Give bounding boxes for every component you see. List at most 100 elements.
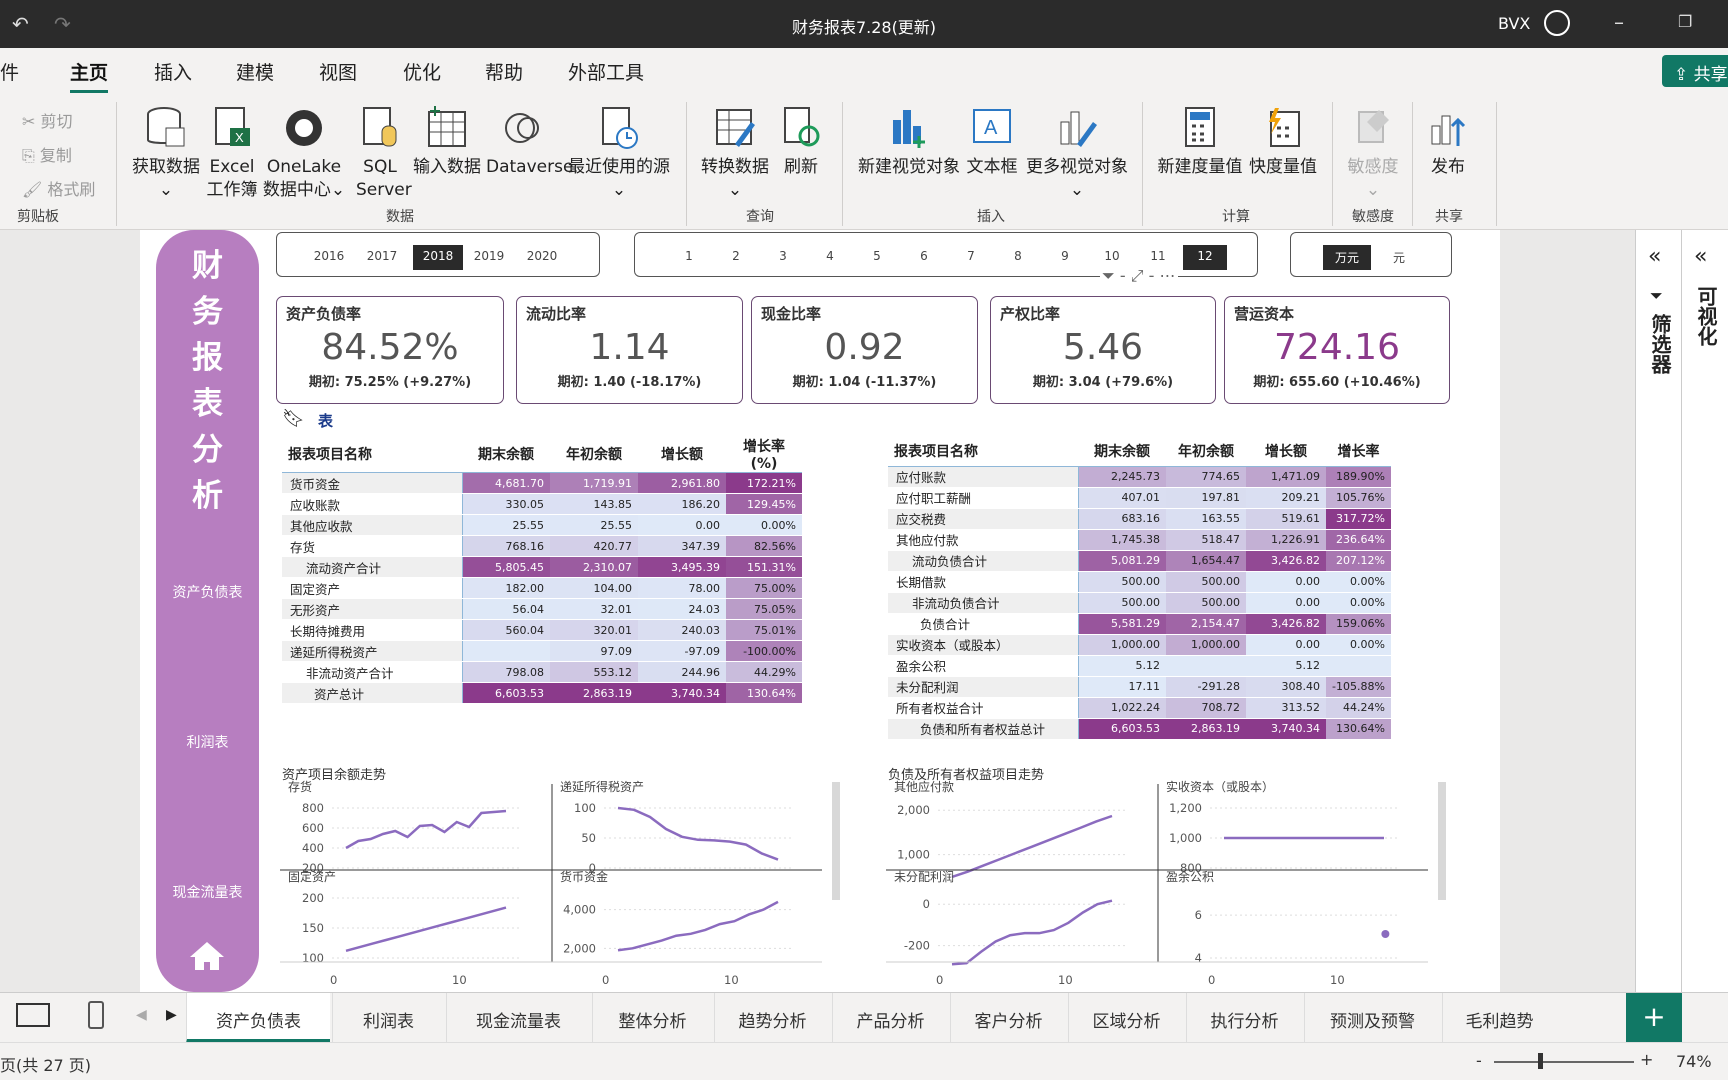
table-row[interactable]: 递延所得税资产 97.09 -97.09 -100.00% [282,640,802,662]
month-option[interactable]: 6 [920,249,928,263]
month-option[interactable]: 11 [1150,249,1166,263]
column-header[interactable]: 期末余额 [1078,436,1166,467]
mobile-view-icon[interactable] [88,1001,104,1029]
copy-button[interactable]: ⎘ 复制 [22,146,72,165]
menu-external-tools[interactable]: 外部工具 [568,62,645,84]
column-header[interactable]: 增长额 [1246,436,1326,467]
month-option[interactable]: 9 [1061,249,1069,263]
month-option[interactable]: 1 [685,249,693,263]
menu-view[interactable]: 视图 [319,62,358,84]
table-row[interactable]: 未分配利润 17.11 -291.28 308.40 -105.88% [888,676,1391,698]
table-row[interactable]: 长期借款 500.00 500.00 0.00 0.00% [888,571,1391,593]
unit-option-selected[interactable]: 万元 [1323,245,1371,270]
zoom-slider[interactable] [1494,1061,1634,1063]
nav-cash-flow[interactable]: 现金流量表 [172,885,243,901]
publish-button[interactable]: 发布 [1420,106,1476,179]
nav-balance-sheet[interactable]: 资产负债表 [172,585,243,601]
refresh-button[interactable]: 刷新 [776,106,826,179]
table-row[interactable]: 流动负债合计 5,081.29 1,654.47 3,426.82 207.12% [888,550,1391,572]
column-header[interactable]: 报表项目名称 [888,436,1078,467]
page-tab[interactable]: 产品分析 [832,993,948,1043]
menu-file[interactable]: 件 [0,62,20,84]
month-option[interactable]: 3 [779,249,787,263]
column-header[interactable]: 期末余额 [462,436,550,473]
month-option[interactable]: 4 [826,249,834,263]
table-row[interactable]: 应付职工薪酬 407.01 197.81 209.21 105.76% [888,487,1391,509]
page-tab[interactable]: 趋势分析 [714,993,830,1043]
page-tab[interactable]: 利润表 [332,993,444,1043]
column-header[interactable]: 年初余额 [1166,436,1246,467]
onelake-button[interactable]: OneLake 数据中心⌄ [262,106,346,202]
new-visual-button[interactable]: 新建视觉对象 [854,106,964,179]
quick-measure-button[interactable]: 快度量值 [1248,106,1318,179]
page-tab[interactable]: 现金流量表 [446,993,590,1043]
year-option[interactable]: 2016 [313,249,345,263]
undo-icon[interactable]: ↶ [12,12,29,36]
page-tab[interactable]: 预测及预警 [1304,993,1440,1043]
format-painter-button[interactable]: 🖌 格式刷 [22,180,96,199]
table-row[interactable]: 固定资产 182.00 104.00 78.00 75.00% [282,577,802,599]
scrollbar[interactable] [1438,782,1446,900]
bookmark-icon[interactable]: 🔖︎ [282,408,305,429]
avatar-icon[interactable] [1544,10,1570,36]
nav-income-statement[interactable]: 利润表 [186,735,229,751]
add-page-button[interactable]: + [1626,993,1682,1043]
table-row[interactable]: 应收账款 330.05 143.85 186.20 129.45% [282,493,802,515]
menu-insert[interactable]: 插入 [154,62,193,84]
table-row[interactable]: 其他应付款 1,745.38 518.47 1,226.91 236.64% [888,529,1391,551]
table-row[interactable]: 非流动负债合计 500.00 500.00 0.00 0.00% [888,592,1391,614]
excel-button[interactable]: X Excel 工作簿 [204,106,260,202]
share-button[interactable]: ⇪ 共享 [1662,55,1728,87]
table-row[interactable]: 应付账款 2,245.73 774.65 1,471.09 189.90% [888,466,1391,488]
table-row[interactable]: 所有者权益合计 1,022.24 708.72 313.52 44.24% [888,697,1391,719]
menu-help[interactable]: 帮助 [485,62,524,84]
page-tab[interactable]: 客户分析 [950,993,1066,1043]
redo-icon[interactable]: ↷ [54,12,71,36]
table-row[interactable]: 长期待摊费用 560.04 320.01 240.03 75.01% [282,619,802,641]
column-header[interactable]: 报表项目名称 [282,436,462,473]
page-tab[interactable]: 区域分析 [1068,993,1184,1043]
month-option[interactable]: 10 [1104,249,1120,263]
table-row[interactable]: 负债合计 5,581.29 2,154.47 3,426.82 159.06% [888,613,1391,635]
sensitivity-button[interactable]: 敏感度 ⌄ [1342,106,1404,202]
home-icon[interactable] [188,940,226,976]
column-header[interactable]: 增长额 [638,436,726,473]
table-row[interactable]: 无形资产 56.04 32.01 24.03 75.05% [282,598,802,620]
tab-next-icon[interactable]: ▶ [166,1007,177,1023]
filter-pane[interactable]: « ⏷ 筛选器 [1635,230,1681,992]
month-option[interactable]: 2 [732,249,740,263]
table-row[interactable]: 实收资本（或股本） 1,000.00 1,000.00 0.00 0.00% [888,634,1391,656]
menu-optimize[interactable]: 优化 [403,62,442,84]
textbox-button[interactable]: A 文本框 [964,106,1020,179]
sql-server-button[interactable]: SQL Server [356,106,412,202]
more-visuals-button[interactable]: 更多视觉对象 ⌄ [1022,106,1132,202]
menu-modeling[interactable]: 建模 [236,62,275,84]
unit-option[interactable]: 元 [1392,251,1405,265]
table-row[interactable]: 盈余公积 5.12 5.12 [888,655,1391,677]
transform-data-button[interactable]: 转换数据 ⌄ [696,106,774,202]
menu-home[interactable]: 主页 [70,58,109,93]
month-option[interactable]: 7 [967,249,975,263]
visualizations-pane[interactable]: « 可视化 [1681,230,1728,992]
cut-button[interactable]: ✂ 剪切 [22,112,73,131]
table-row[interactable]: 存货 768.16 420.77 347.39 82.56% [282,535,802,557]
page-tab[interactable]: 资产负债表 [186,993,330,1043]
table-row[interactable]: 其他应收款 25.55 25.55 0.00 0.00% [282,514,802,536]
dataverse-button[interactable]: Dataverse [486,106,573,179]
table-row[interactable]: 应交税费 683.16 163.55 519.61 317.72% [888,508,1391,530]
collapse-filter-icon[interactable]: « [1648,244,1662,269]
year-option[interactable]: 2020 [526,249,558,263]
visual-header-icons[interactable]: ⏷ - ⤢ - ⋯ [1100,266,1178,286]
recent-sources-button[interactable]: 最近使用的源 ⌄ [564,106,674,202]
zoom-out-button[interactable]: - [1476,1051,1482,1070]
page-tab[interactable]: 整体分析 [592,993,712,1043]
table-row[interactable]: 资产总计 6,603.53 2,863.19 3,740.34 130.64% [282,682,802,704]
get-data-button[interactable]: 获取数据 ⌄ [128,106,204,202]
zoom-in-button[interactable]: + [1640,1050,1654,1069]
new-measure-button[interactable]: 新建度量值 [1154,106,1246,179]
restore-icon[interactable]: ❐ [1678,12,1693,31]
column-header[interactable]: 年初余额 [550,436,638,473]
table-row[interactable]: 流动资产合计 5,805.45 2,310.07 3,495.39 151.31% [282,556,802,578]
minimize-icon[interactable]: – [1614,10,1624,34]
input-data-button[interactable]: 输入数据 [410,106,484,179]
